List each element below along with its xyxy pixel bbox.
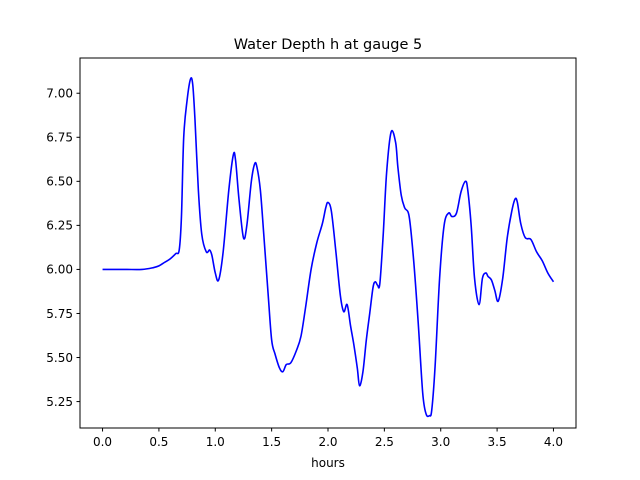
series-line (102, 77, 555, 418)
x-tick-label: 4.0 (544, 435, 563, 449)
chart-title: Water Depth h at gauge 5 (234, 37, 422, 53)
x-tick-label: 0.0 (93, 435, 112, 449)
y-tick-label: 6.00 (46, 263, 73, 277)
y-tick-label: 5.75 (46, 307, 73, 321)
y-tick-label: 6.75 (46, 131, 73, 145)
x-tick-label: 3.0 (431, 435, 450, 449)
x-axis: 0.0 0.5 1.0 1.5 2.0 2.5 3.0 3.5 4.0 (93, 428, 563, 449)
y-tick-label: 7.00 (46, 87, 73, 101)
y-tick-label: 6.25 (46, 219, 73, 233)
y-axis: 5.25 5.50 5.75 6.00 6.25 6.50 6.75 7.00 (46, 87, 80, 409)
x-tick-label: 3.5 (488, 435, 507, 449)
plot-area (79, 57, 577, 429)
x-tick-label: 2.5 (375, 435, 394, 449)
x-tick-label: 1.5 (262, 435, 281, 449)
x-axis-title: hours (311, 456, 345, 470)
x-tick-label: 0.5 (149, 435, 168, 449)
axes-background (80, 58, 576, 428)
y-tick-label: 6.50 (46, 175, 73, 189)
x-tick-label: 2.0 (318, 435, 337, 449)
y-tick-label: 5.50 (46, 351, 73, 365)
x-tick-label: 1.0 (206, 435, 225, 449)
y-tick-label: 5.25 (46, 395, 73, 409)
